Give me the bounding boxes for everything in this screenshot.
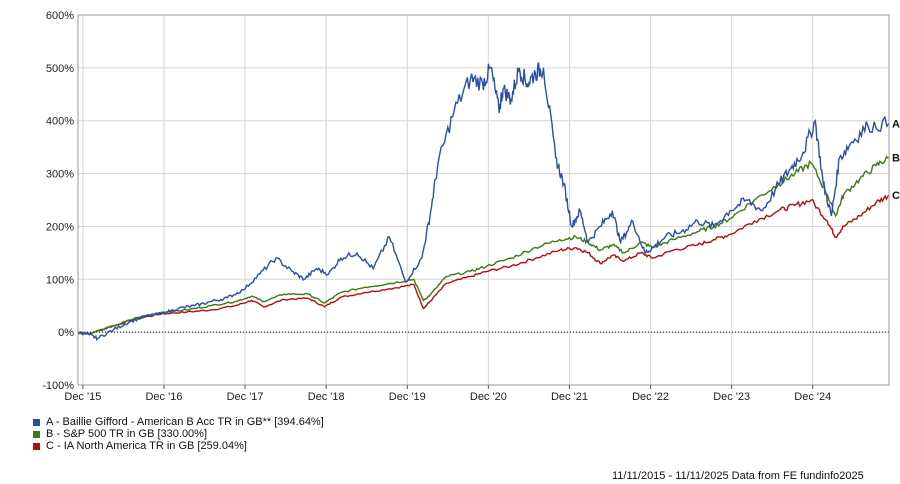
x-tick-label: Dec '20 — [470, 391, 507, 403]
series-end-label-b: B — [892, 153, 900, 165]
legend-item: C - IA North America TR in GB [259.04%] — [33, 440, 324, 452]
series-line-b — [77, 155, 890, 335]
series-end-label-c: C — [892, 190, 900, 202]
legend-item: A - Baillie Gifford - American B Acc TR … — [33, 416, 324, 428]
x-tick-label: Dec '15 — [64, 391, 101, 403]
legend-label: B - S&P 500 TR in GB [330.00%] — [46, 428, 208, 440]
series-line-a — [77, 62, 890, 342]
series-end-label-a: A — [892, 119, 900, 131]
y-tick-label: -100% — [42, 380, 74, 392]
x-tick-label: Dec '23 — [713, 391, 750, 403]
legend-item: B - S&P 500 TR in GB [330.00%] — [33, 428, 324, 440]
legend-swatch — [33, 418, 40, 426]
end-labels: C B A — [892, 119, 900, 203]
legend-label: A - Baillie Gifford - American B Acc TR … — [46, 416, 324, 428]
date-range-source: 11/11/2015 - 11/11/2025 Data from FE fun… — [612, 470, 864, 482]
x-tick-label: Dec '19 — [389, 391, 426, 403]
line-chart: -100%0%100%200%300%400%500%600% Dec '15 D… — [42, 10, 900, 403]
legend-swatch — [33, 430, 40, 438]
x-tick-label: Dec '22 — [632, 391, 669, 403]
legend: A - Baillie Gifford - American B Acc TR … — [33, 416, 324, 452]
legend-label: C - IA North America TR in GB [259.04%] — [46, 440, 247, 452]
y-tick-label: 100% — [46, 274, 74, 286]
series-line-c — [77, 194, 890, 335]
x-tick-label: Dec '24 — [794, 391, 831, 403]
x-tick-label: Dec '16 — [145, 391, 182, 403]
y-tick-label: 200% — [46, 221, 74, 233]
x-tick-label: Dec '21 — [551, 391, 588, 403]
x-tick-label: Dec '18 — [308, 391, 345, 403]
grid — [78, 14, 889, 386]
y-tick-label: 500% — [46, 63, 74, 75]
y-tick-label: 0% — [58, 327, 74, 339]
plot-frame — [77, 14, 890, 386]
y-tick-label: 300% — [46, 169, 74, 181]
y-axis: -100% 0% 100% 200% 300% 400% 500% 600% — [42, 10, 74, 392]
y-tick-label: 600% — [46, 10, 74, 22]
legend-swatch — [33, 442, 40, 450]
series-layer — [77, 62, 890, 342]
x-axis: Dec '15 Dec '16 Dec '17 Dec '18 Dec '19 Dec '… — [64, 385, 831, 403]
y-tick-label: 400% — [46, 116, 74, 128]
x-tick-label: Dec '17 — [227, 391, 264, 403]
